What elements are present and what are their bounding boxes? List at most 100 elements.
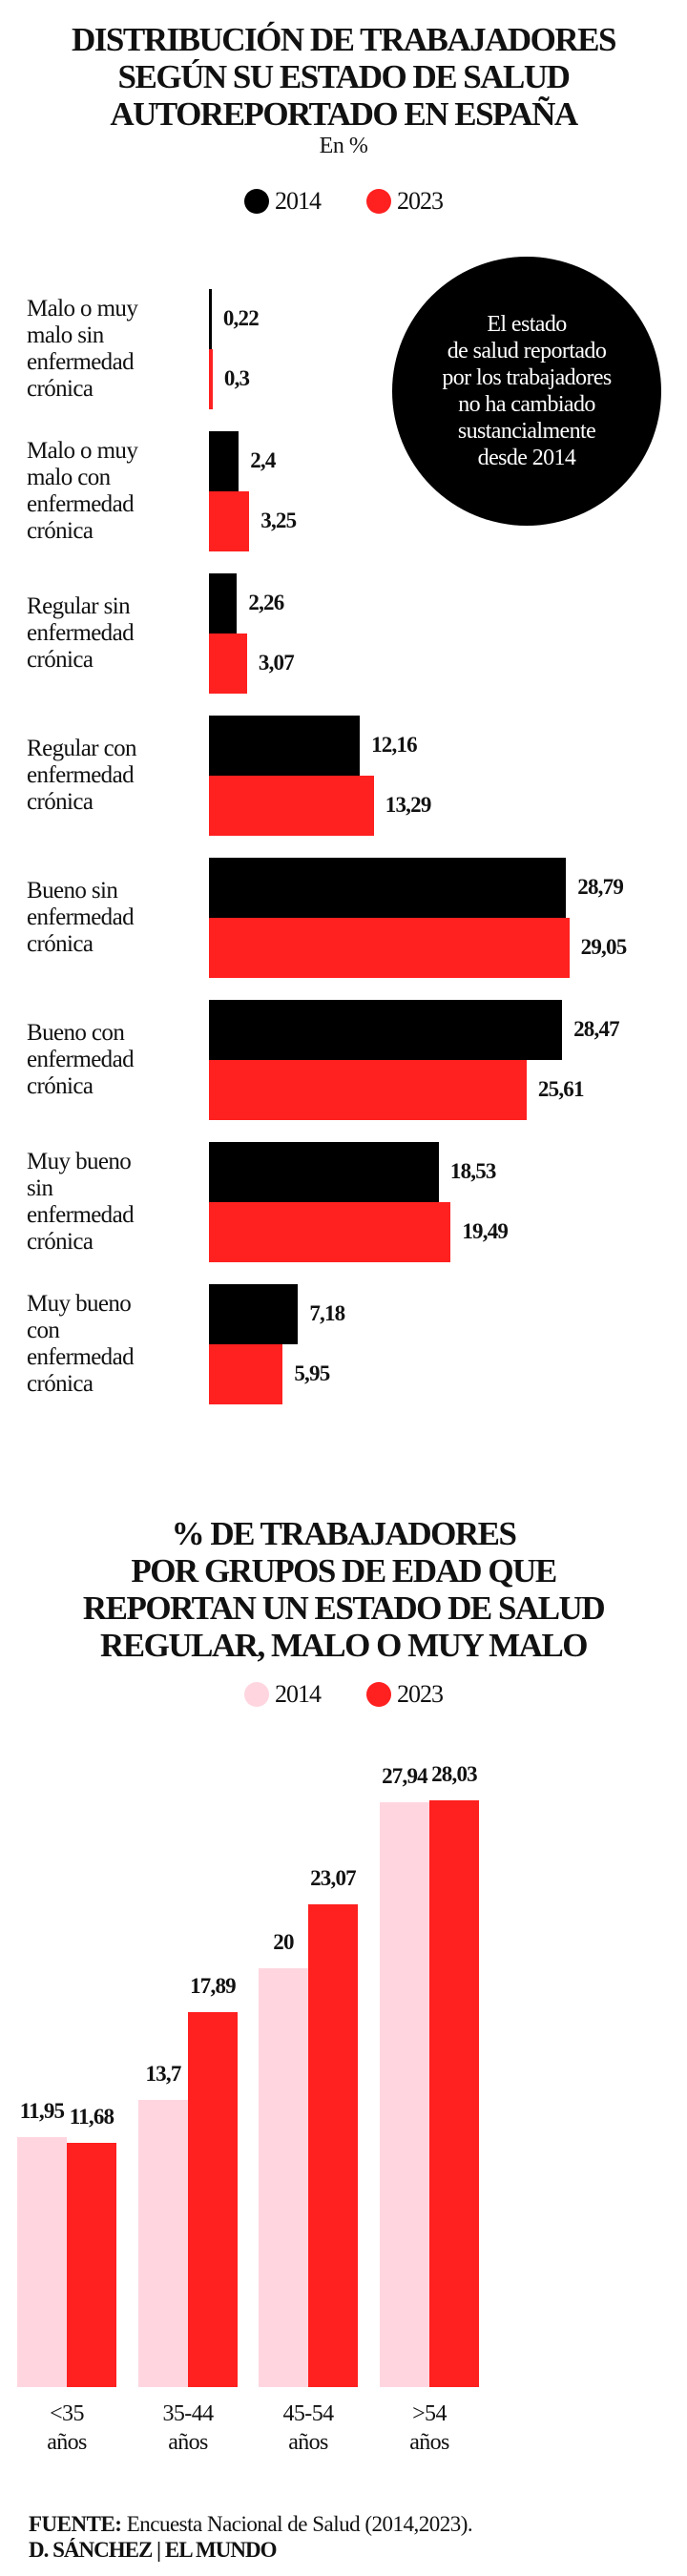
bar-2023 xyxy=(209,491,250,551)
value-label-2014: 28,79 xyxy=(577,875,624,899)
category-label-line: con xyxy=(27,1318,60,1343)
category-label-line: crónica xyxy=(27,518,94,544)
legend-label: 2023 xyxy=(397,187,444,215)
value-label-2023: 11,68 xyxy=(69,2104,114,2129)
source-label: FUENTE: xyxy=(29,2512,122,2536)
bar-2023 xyxy=(209,918,570,978)
category-label: Bueno con enfermedad crónica xyxy=(27,1020,198,1100)
title-line: REGULAR, MALO O MUY MALO xyxy=(99,1627,589,1664)
legend-swatch xyxy=(244,189,269,214)
category-label: Muy bueno sin enfermedad crónica xyxy=(27,1149,198,1256)
annotation-line: de salud reportado xyxy=(447,339,607,364)
category-label: Malo o muy malo con enfermedad crónica xyxy=(27,438,198,545)
category-label-line: malo con xyxy=(27,465,111,490)
bar-2014 xyxy=(209,1142,439,1202)
value-label-2023: 25,61 xyxy=(537,1077,585,1101)
value-label-2014: 2,4 xyxy=(250,448,276,472)
title-line: SEGÚN SU ESTADO DE SALUD xyxy=(117,58,571,95)
bar-2023 xyxy=(209,1202,451,1262)
bar-2014 xyxy=(209,289,212,349)
legend-label: 2014 xyxy=(275,1680,322,1708)
annotation-line: desde 2014 xyxy=(477,446,576,470)
title-line: REPORTAN UN ESTADO DE SALUD xyxy=(82,1589,606,1627)
value-label-2023: 13,29 xyxy=(385,793,432,817)
category-label-line: crónica xyxy=(27,1073,94,1099)
annotation-line: no ha cambiado xyxy=(458,392,595,417)
category-label-line: enfermedad xyxy=(27,1344,135,1370)
category-label-line: enfermedad xyxy=(27,349,135,375)
value-label-2023: 28,03 xyxy=(431,1762,478,1787)
category-label: Muy bueno con enfermedad crónica xyxy=(27,1291,198,1398)
legend-swatch xyxy=(366,1682,391,1707)
category-label-line: crónica xyxy=(27,931,94,957)
chart1-title: DISTRIBUCIÓN DE TRABAJADORES SEGÚN SU ES… xyxy=(0,21,687,133)
category-label: Malo o muy malo sin enfermedad crónica xyxy=(27,296,198,403)
bar-2023 xyxy=(209,349,213,409)
legend-item-2023: 2023 xyxy=(366,1680,444,1709)
chart1-subtitle: En % xyxy=(319,134,368,158)
value-label-2014: 7,18 xyxy=(309,1301,345,1325)
category-label-line: enfermedad xyxy=(27,620,135,646)
bar-2023 xyxy=(209,634,247,694)
category-label-line: crónica xyxy=(27,647,94,673)
bar-2014 xyxy=(259,1968,308,2387)
value-label-2023: 23,07 xyxy=(310,1865,357,1890)
value-label-2014: 28,47 xyxy=(573,1017,620,1041)
value-label-2023: 17,89 xyxy=(190,1974,237,1999)
category-label-line: enfermedad xyxy=(27,491,135,517)
title-line: % DE TRABAJADORES xyxy=(171,1515,517,1552)
bar-2023 xyxy=(209,1344,283,1404)
value-label-2014: 12,16 xyxy=(371,733,418,757)
category-label-line: sin xyxy=(27,1175,53,1201)
category-label: Regular sin enfermedad crónica xyxy=(27,593,198,674)
category-label-line: crónica xyxy=(27,1229,94,1255)
bar-2023 xyxy=(308,1903,358,2387)
bar-2014 xyxy=(17,2136,67,2387)
category-label-line: enfermedad xyxy=(27,904,135,930)
bar-2014 xyxy=(209,431,239,491)
chart2-title: % DE TRABAJADORES POR GRUPOS DE EDAD QUE… xyxy=(0,1515,687,1664)
category-label-line: crónica xyxy=(27,789,94,815)
x-axis-label: 35-44 años xyxy=(138,2399,238,2457)
legend-item-2014: 2014 xyxy=(244,1680,322,1709)
x-axis-label-line: 35-44 xyxy=(162,2401,215,2426)
x-axis-label-line: años xyxy=(168,2430,208,2455)
value-label-2023: 0,3 xyxy=(223,366,250,390)
annotation-line: sustancialmente xyxy=(457,419,596,444)
category-label-line: Bueno sin xyxy=(27,878,118,904)
category-label-line: Malo o muy xyxy=(27,438,138,464)
value-label-2014: 13,7 xyxy=(145,2062,181,2087)
category-label-line: enfermedad xyxy=(27,1202,135,1228)
category-label-line: malo sin xyxy=(27,322,104,348)
value-label-2014: 27,94 xyxy=(382,1763,428,1788)
source-note: FUENTE: Encuesta Nacional de Salud (2014… xyxy=(29,2512,473,2537)
annotation-circle: El estado de salud reportado por los traba… xyxy=(392,257,661,526)
bar-2014 xyxy=(209,1000,563,1060)
value-label-2023: 29,05 xyxy=(580,935,628,959)
x-axis-label-line: años xyxy=(288,2430,328,2455)
annotation-line: El estado xyxy=(487,312,567,337)
title-line: POR GRUPOS DE EDAD QUE xyxy=(131,1552,557,1589)
x-axis-label: <35 años xyxy=(17,2399,116,2457)
x-axis-label-line: >54 xyxy=(412,2401,447,2426)
chart1-legend: 2014 2023 xyxy=(0,187,687,216)
legend-swatch xyxy=(244,1682,269,1707)
x-axis-label-line: <35 xyxy=(50,2401,84,2426)
bar-2023 xyxy=(429,1800,479,2387)
category-label-line: Malo o muy xyxy=(27,296,138,322)
value-label-2014: 11,95 xyxy=(19,2098,65,2123)
category-label-line: enfermedad xyxy=(27,1047,135,1072)
category-label: Regular con enfermedad crónica xyxy=(27,736,198,816)
annotation-line: por los trabajadores xyxy=(442,365,612,390)
value-label-2014: 2,26 xyxy=(248,591,284,614)
category-label-line: crónica xyxy=(27,1371,94,1397)
bar-2023 xyxy=(209,1060,527,1120)
x-axis-label-line: años xyxy=(47,2430,87,2455)
value-label-2023: 5,95 xyxy=(294,1361,330,1385)
category-label-line: Regular sin xyxy=(27,593,131,619)
bar-2014 xyxy=(138,2100,188,2387)
category-label-line: Regular con xyxy=(27,736,136,761)
legend-label: 2014 xyxy=(275,187,322,215)
legend-item-2023: 2023 xyxy=(366,187,444,216)
legend-item-2014: 2014 xyxy=(244,187,322,216)
